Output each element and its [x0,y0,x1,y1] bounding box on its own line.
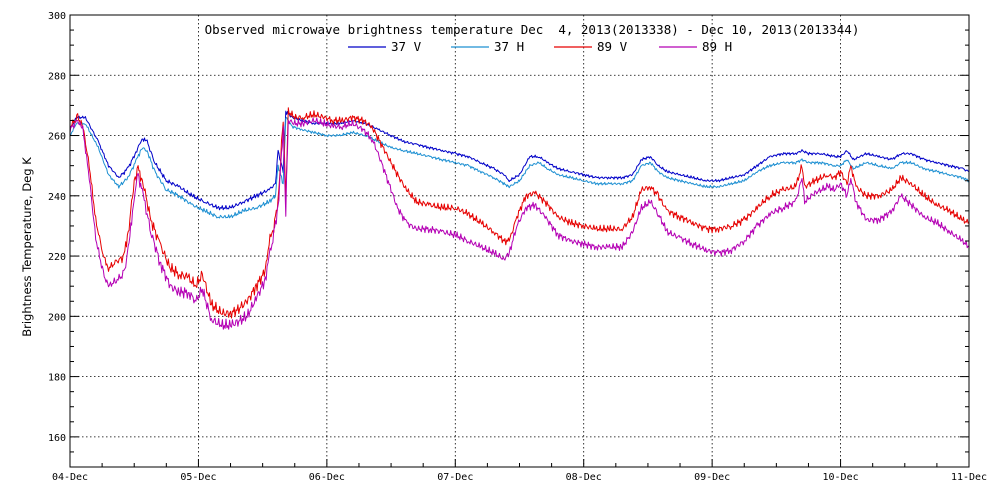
chart-title: Observed microwave brightness temperatur… [205,22,860,37]
legend-label: 89 H [702,39,732,54]
series-lines [69,107,970,330]
y-tick-label: 160 [48,433,66,444]
y-tick-label: 200 [48,312,66,323]
legend-label: 89 V [597,39,628,54]
y-axis-label: Brightness Temperature, Deg K [20,157,34,337]
series-line [69,107,970,319]
x-tick-label: 09-Dec [694,472,730,483]
x-tick-label: 11-Dec [951,472,987,483]
legend-label: 37 H [494,39,524,54]
y-tick-label: 180 [48,373,66,384]
legend-label: 37 V [391,39,422,54]
series-line [69,110,970,211]
plot-frame [69,14,970,468]
y-tick-label: 220 [48,252,66,263]
x-tick-label: 07-Dec [437,472,473,483]
y-tick-label: 240 [48,192,66,203]
y-tick-label: 280 [48,71,66,82]
series-line [69,117,970,330]
axis-ticks [69,14,970,467]
x-tick-label: 06-Dec [309,472,345,483]
tick-labels: 04-Dec 05-Dec 06-Dec 07-Dec 08-Dec 09-Dec 10-D… [48,11,987,483]
x-tick-label: 04-Dec [52,472,88,483]
x-tick-label: 10-Dec [823,472,859,483]
legend: 37 V 37 H 89 V 89 H [348,39,732,54]
series-line [69,117,970,219]
grid-lines [70,15,969,467]
x-tick-label: 08-Dec [566,472,602,483]
x-tick-label: 05-Dec [180,472,216,483]
y-tick-label: 260 [48,132,66,143]
y-tick-label: 300 [48,11,66,22]
